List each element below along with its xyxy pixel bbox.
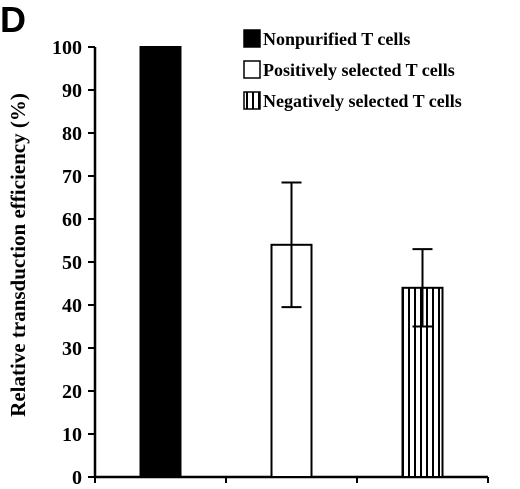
y-tick-label: 60 xyxy=(62,209,82,231)
y-tick-label: 0 xyxy=(72,467,82,489)
y-tick-label: 40 xyxy=(62,295,82,317)
legend-label: Negatively selected T cells xyxy=(263,91,462,111)
bars xyxy=(139,46,444,478)
y-tick-label: 80 xyxy=(62,123,82,145)
y-tick-label: 90 xyxy=(62,80,82,102)
legend-swatch xyxy=(243,60,261,79)
y-tick-label: 70 xyxy=(62,166,82,188)
legend: Nonpurified T cells Positively selected T… xyxy=(243,29,462,111)
y-axis-ticks: 0 10 20 30 40 50 60 70 80 90 100 xyxy=(52,37,95,489)
panel-letter: D xyxy=(0,0,26,40)
legend-swatch xyxy=(243,91,261,110)
y-tick-label: 50 xyxy=(62,252,82,274)
error-bars xyxy=(281,181,433,328)
y-tick-label: 100 xyxy=(52,37,82,59)
y-tick-label: 20 xyxy=(62,381,82,403)
bar xyxy=(270,243,313,478)
y-tick-label: 30 xyxy=(62,338,82,360)
legend-label: Nonpurified T cells xyxy=(263,29,410,49)
y-axis-label: Relative transduction efficiency (%) xyxy=(6,93,30,417)
legend-swatch xyxy=(243,29,261,48)
bar xyxy=(139,46,182,478)
y-tick-label: 10 xyxy=(62,424,82,446)
legend-label: Positively selected T cells xyxy=(263,60,455,80)
